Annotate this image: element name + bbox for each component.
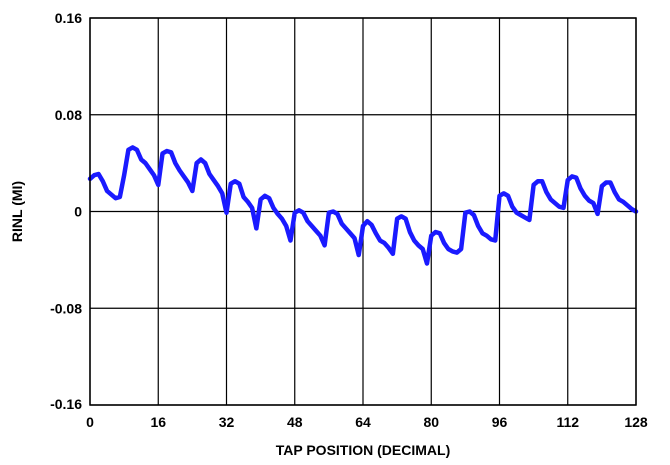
x-tick-label: 112 — [556, 414, 579, 430]
grid-lines — [89, 17, 637, 406]
x-tick-label: 32 — [219, 414, 235, 430]
series-line-0 — [87, 145, 639, 266]
x-tick-label: 48 — [287, 414, 303, 430]
y-tick-labels: 0.16 0.08 0 -0.08 -0.16 — [50, 10, 82, 412]
x-tick-label: 0 — [86, 414, 94, 430]
x-tick-label: 64 — [355, 414, 371, 430]
x-tick-label: 80 — [423, 414, 439, 430]
y-axis-label: RINL (MI) — [9, 181, 25, 242]
y-tick-label: -0.16 — [50, 396, 82, 412]
y-tick-label: 0.16 — [55, 10, 82, 26]
x-tick-labels: 0 16 32 48 64 80 96 112 128 — [86, 414, 648, 430]
x-tick-label: 128 — [624, 414, 648, 430]
x-tick-label: 96 — [492, 414, 508, 430]
plot-area-border — [89, 17, 637, 406]
y-tick-label: -0.08 — [50, 300, 82, 316]
y-tick-label: 0 — [74, 204, 82, 220]
x-tick-label: 16 — [150, 414, 166, 430]
series-layer — [87, 145, 639, 266]
y-tick-label: 0.08 — [55, 107, 82, 123]
x-axis-label: TAP POSITION (DECIMAL) — [276, 442, 450, 458]
